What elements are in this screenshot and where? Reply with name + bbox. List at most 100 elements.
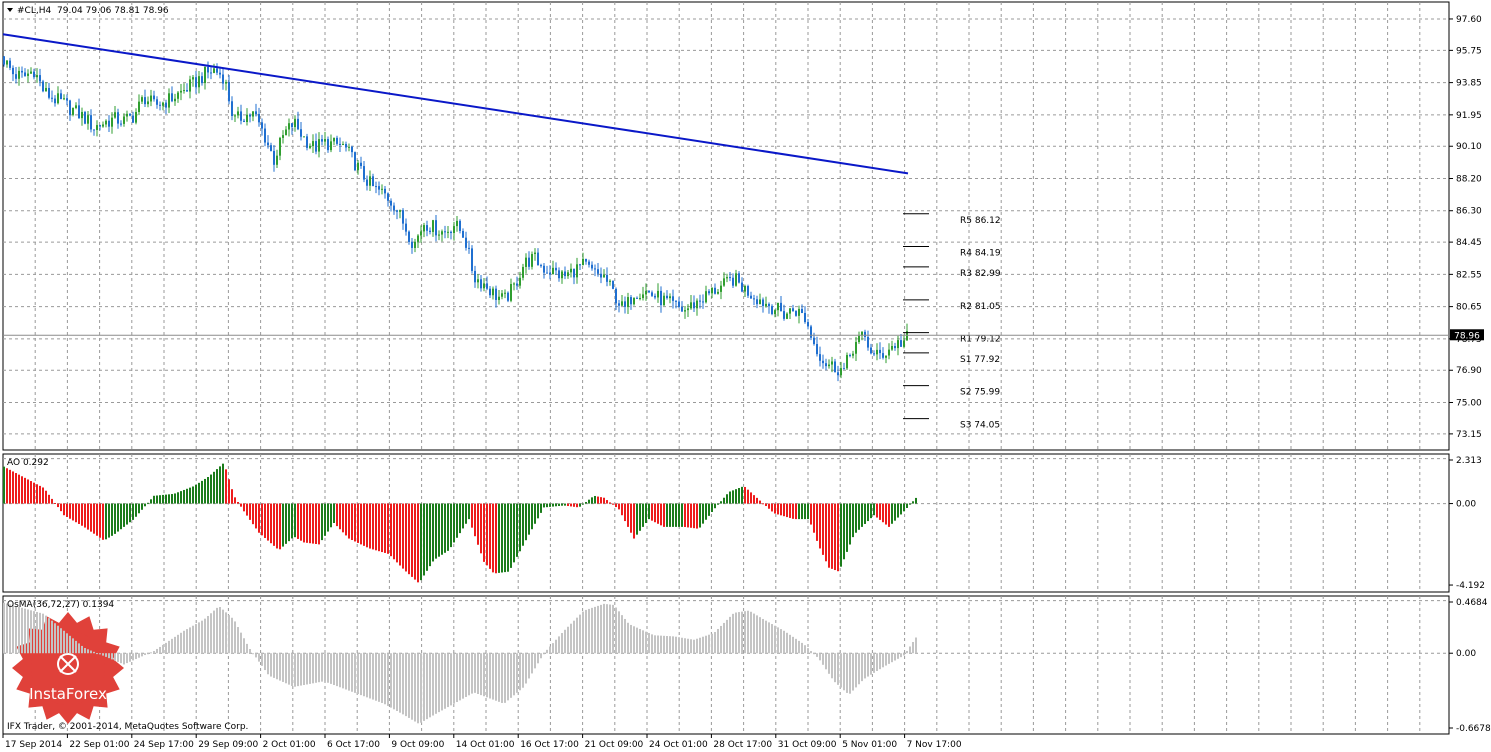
price-candle bbox=[255, 111, 257, 115]
ao-bar bbox=[315, 503, 317, 544]
price-candle bbox=[417, 235, 419, 242]
time-tick-label: 5 Nov 01:00 bbox=[842, 740, 897, 750]
ao-bar bbox=[507, 503, 509, 572]
price-candle bbox=[141, 97, 143, 102]
osma-bar bbox=[588, 608, 590, 654]
ao-bar bbox=[9, 469, 11, 504]
osma-bar bbox=[324, 653, 326, 682]
price-candle bbox=[462, 230, 464, 238]
price-candle bbox=[162, 102, 164, 106]
osma-bar bbox=[162, 644, 164, 654]
osma-bar bbox=[660, 635, 662, 654]
ao-bar bbox=[729, 491, 731, 504]
osma-bar bbox=[477, 653, 479, 694]
osma-bar bbox=[198, 622, 200, 654]
osma-bar bbox=[168, 640, 170, 654]
osma-bar bbox=[783, 630, 785, 654]
price-tick-label: 80.65 bbox=[1456, 303, 1482, 313]
osma-bar bbox=[807, 648, 809, 654]
price-candle bbox=[87, 115, 89, 124]
ao-bar bbox=[93, 503, 95, 534]
ao-bar bbox=[858, 503, 860, 530]
main-chart-panel[interactable] bbox=[2, 1, 1450, 451]
price-candle bbox=[180, 90, 182, 93]
ao-bar bbox=[837, 503, 839, 572]
pivot-levels: R5 86.12 R4 84.19 R3 82.99 R2 81.05 R1 79.12… bbox=[903, 213, 1001, 431]
ao-bar bbox=[396, 503, 398, 563]
price-candle bbox=[3, 56, 5, 65]
osma-bar bbox=[882, 653, 884, 668]
price-candle bbox=[750, 295, 752, 299]
price-candle bbox=[411, 241, 413, 248]
osma-bar bbox=[546, 649, 548, 654]
osma-bar bbox=[669, 636, 671, 654]
osma-bar bbox=[444, 653, 446, 709]
osma-bar bbox=[27, 609, 29, 654]
ao-bar bbox=[72, 503, 74, 521]
ao-bar bbox=[696, 503, 698, 529]
ao-bar bbox=[162, 494, 164, 504]
osma-bar bbox=[345, 653, 347, 690]
ao-bar bbox=[759, 500, 761, 504]
price-candle bbox=[435, 220, 437, 236]
indicator-tick-label: 0.00 bbox=[1456, 500, 1476, 510]
osma-bar bbox=[123, 653, 125, 665]
price-candle bbox=[312, 141, 314, 147]
price-candle bbox=[897, 340, 899, 349]
osma-bar bbox=[657, 635, 659, 654]
pivot-label-r4: R4 84.19 bbox=[960, 249, 1001, 259]
osma-bar bbox=[264, 653, 266, 671]
ao-bar bbox=[201, 480, 203, 504]
price-candle bbox=[60, 93, 62, 100]
price-candle bbox=[903, 340, 905, 347]
osma-bar bbox=[84, 648, 86, 654]
ao-bar bbox=[579, 503, 581, 507]
price-candle bbox=[504, 292, 506, 294]
osma-bar bbox=[369, 653, 371, 699]
ao-bar bbox=[843, 503, 845, 560]
osma-indicator-title[interactable]: OsMA(36,72,27) 0.1394 bbox=[7, 600, 114, 610]
ao-bar bbox=[378, 503, 380, 552]
ao-bar bbox=[894, 503, 896, 521]
osma-bar bbox=[498, 653, 500, 702]
price-candle bbox=[813, 337, 815, 345]
indicator-tick-label: 2.313 bbox=[1456, 456, 1482, 466]
time-tick-label: 28 Oct 17:00 bbox=[713, 740, 772, 750]
symbol-timeframe-label[interactable]: #CL,H4 bbox=[17, 6, 51, 16]
osma-bar bbox=[642, 630, 644, 654]
osma-bar bbox=[858, 653, 860, 685]
osma-bar bbox=[903, 653, 905, 656]
ao-bar bbox=[105, 503, 107, 540]
price-candle bbox=[150, 95, 152, 102]
ao-bar bbox=[117, 503, 119, 532]
price-candle bbox=[744, 286, 746, 292]
ao-bar bbox=[366, 503, 368, 548]
osma-bar bbox=[210, 613, 212, 654]
ao-indicator-panel[interactable] bbox=[2, 453, 1450, 593]
price-candle bbox=[84, 111, 86, 124]
ao-indicator-title[interactable]: AO 0.292 bbox=[7, 458, 49, 468]
price-candle bbox=[606, 274, 608, 282]
symbol-dropdown-icon[interactable] bbox=[7, 8, 13, 12]
price-candle bbox=[57, 93, 59, 104]
osma-bar bbox=[132, 653, 134, 661]
price-candle bbox=[630, 297, 632, 305]
osma-bar bbox=[9, 604, 11, 654]
price-candle bbox=[756, 299, 758, 305]
price-candle bbox=[420, 231, 422, 236]
ao-bar bbox=[174, 493, 176, 504]
ao-bar bbox=[309, 503, 311, 544]
osma-bar bbox=[561, 633, 563, 654]
ao-bar bbox=[351, 503, 353, 541]
bearish-trendline[interactable] bbox=[2, 33, 909, 175]
price-candle bbox=[99, 125, 101, 127]
ao-bar bbox=[699, 503, 701, 528]
ao-bar bbox=[207, 477, 209, 504]
osma-bar bbox=[216, 607, 218, 654]
osma-indicator-panel[interactable] bbox=[2, 595, 1450, 735]
ao-bar bbox=[39, 485, 41, 504]
osma-bar bbox=[333, 653, 335, 686]
ao-bar bbox=[567, 503, 569, 507]
osma-bar bbox=[42, 613, 44, 654]
osma-bar bbox=[702, 636, 704, 654]
